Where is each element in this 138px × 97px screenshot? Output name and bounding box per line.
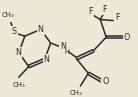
Text: N: N (38, 25, 44, 34)
Text: F: F (88, 7, 93, 16)
Text: N: N (44, 55, 50, 64)
Text: CH₃: CH₃ (12, 82, 25, 88)
Text: N: N (61, 42, 67, 51)
Text: CH₃: CH₃ (2, 12, 14, 18)
Text: H: H (64, 49, 69, 55)
Text: F: F (102, 5, 107, 14)
Text: F: F (115, 13, 119, 22)
Text: O: O (124, 33, 130, 42)
Text: N: N (15, 48, 21, 57)
Text: CH₃: CH₃ (70, 90, 83, 96)
Text: S: S (11, 27, 16, 36)
Text: O: O (102, 77, 108, 86)
